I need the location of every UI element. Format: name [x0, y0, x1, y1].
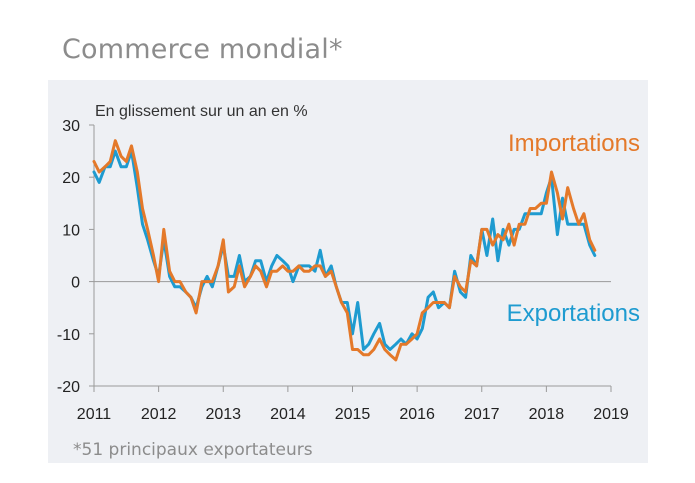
- x-axis: 2011 2012 2013 2014 2015 2016 2017 2018 2019: [77, 385, 629, 423]
- chart-subtitle: En glissement sur un an en %: [95, 103, 308, 120]
- y-tick-label: -20: [57, 379, 80, 396]
- series-label-importations: Importations: [508, 130, 640, 157]
- page-title: Commerce mondial*: [62, 34, 343, 65]
- x-tick-label: 2018: [529, 406, 565, 423]
- y-tick-label: 20: [62, 170, 80, 187]
- y-axis: 30 20 10 0 -10 -20: [57, 118, 611, 396]
- y-tick-label: 0: [71, 275, 80, 292]
- y-tick-label: 30: [62, 118, 80, 135]
- x-tick-label: 2016: [399, 406, 435, 423]
- series-line-importations: [92, 139, 597, 362]
- x-tick-label: 2015: [335, 406, 371, 423]
- x-tick-label: 2012: [141, 406, 177, 423]
- x-tick-label: 2013: [205, 406, 241, 423]
- series-label-exportations: Exportations: [507, 300, 640, 327]
- footnote: *51 principaux exportateurs: [73, 440, 313, 460]
- x-tick-label: 2014: [270, 406, 306, 423]
- chart-panel: [48, 80, 648, 463]
- y-tick-label: -10: [57, 327, 80, 344]
- x-tick-label: 2011: [77, 406, 112, 423]
- y-tick-label: 10: [62, 222, 80, 239]
- x-tick-label: 2019: [593, 406, 629, 423]
- x-tick-label: 2017: [464, 406, 500, 423]
- series-layer: [92, 139, 597, 362]
